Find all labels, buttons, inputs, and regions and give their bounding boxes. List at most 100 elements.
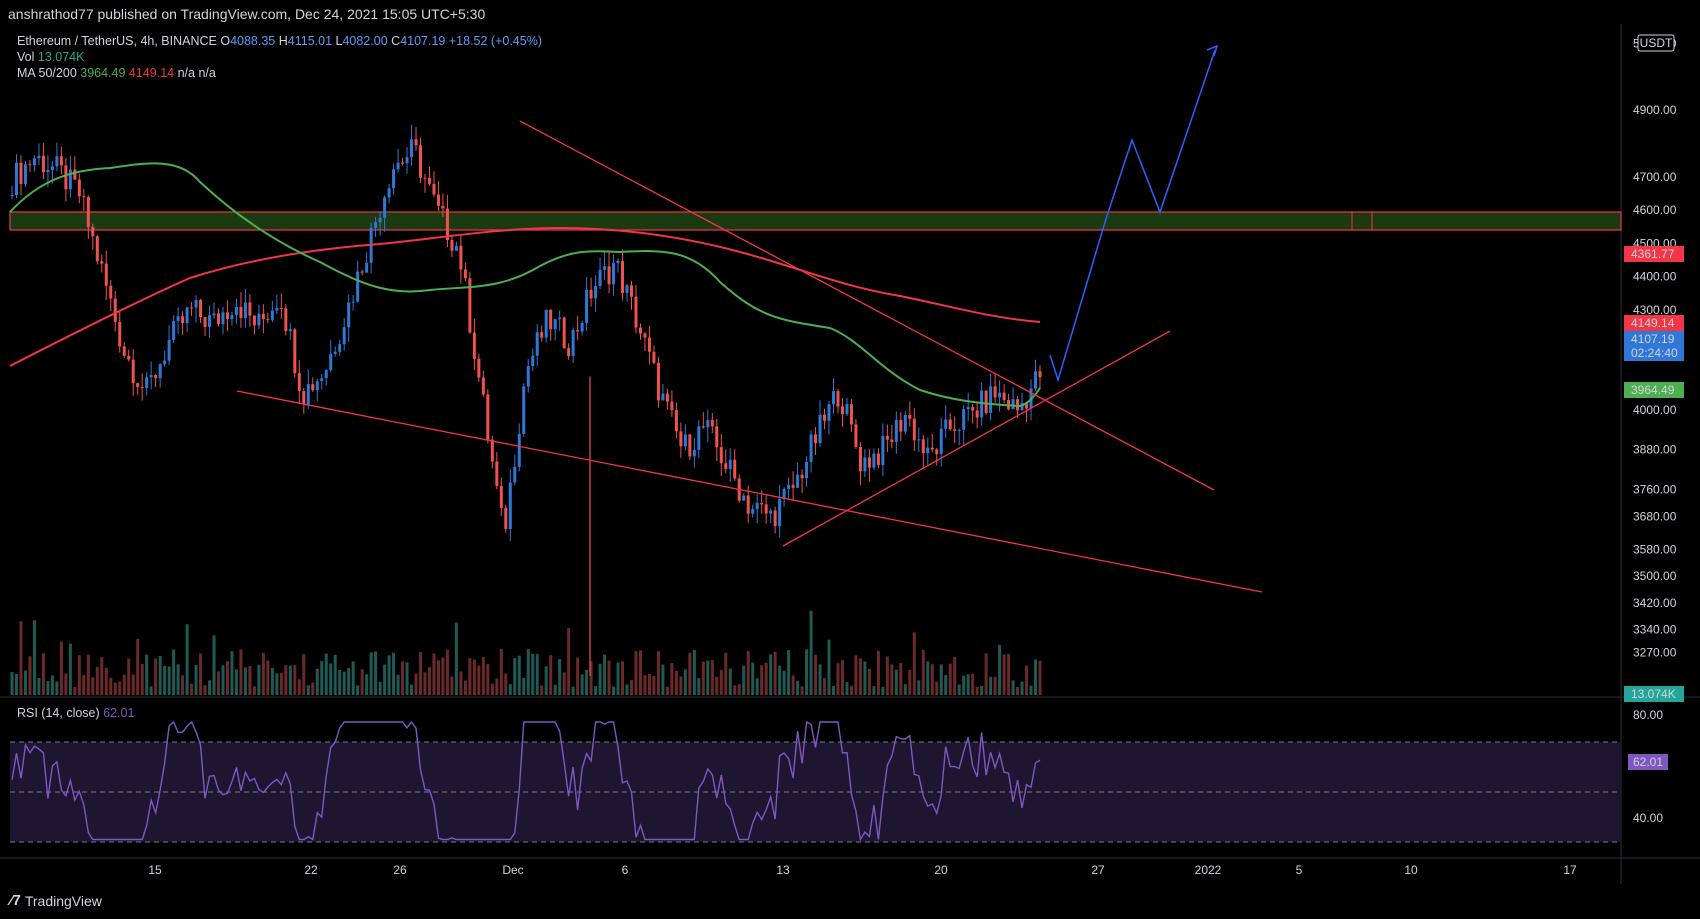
volume-bar [109,677,113,695]
candle-body [984,390,988,413]
volume-bar [571,686,575,695]
descending-trendline-upper[interactable] [519,120,1215,491]
symbol-title[interactable]: Ethereum / TetherUS, 4h, BINANCE [17,34,217,48]
volume-bar [212,635,216,695]
volume-bar [356,685,360,695]
volume-bar [118,681,122,695]
volume-bar [849,685,853,695]
candle-body [989,386,993,413]
forecast-path[interactable] [1049,49,1216,383]
candle-body [225,312,229,319]
candle-body [962,409,966,430]
time-axis[interactable]: 15 22 26 Dec 6 13 20 27 2022 5 10 17 [148,863,1577,877]
candle-body [1016,399,1020,411]
candle-body [477,358,481,378]
volume-bar [450,676,454,695]
candle-body [872,453,876,468]
rsi-label[interactable]: RSI (14, close) [17,706,100,720]
candle-body [549,309,553,330]
candle-body [1002,392,1006,401]
candle-body [769,510,773,514]
volume-bar [899,662,903,695]
volume-bar [805,649,809,695]
price-tick: 4300.00 [1633,303,1677,317]
candle-body [481,377,485,395]
volume-bar [351,661,355,695]
candle-body [311,384,315,391]
volume-bar [957,684,961,695]
volume-bar [867,668,871,695]
resistance-zone[interactable] [9,211,1622,231]
volume-bar [445,649,449,695]
candle-body [683,434,687,447]
candle-body [751,509,755,514]
time-tick: 15 [148,863,162,877]
volume-bar [652,675,656,695]
volume-bar [562,672,566,695]
volume-bar [68,643,72,695]
candle-body [971,407,975,411]
candle-body [104,263,108,286]
volume-bar [917,680,921,695]
candle-body [396,162,400,170]
volume-bar [634,651,638,695]
volume-bar [903,684,907,695]
candle-body [652,351,656,363]
volume-bar [670,663,674,695]
candle-body [306,384,310,405]
volume-bar [921,649,925,695]
candle-body [823,414,827,421]
volume-bar [683,669,687,695]
candle-body [742,495,746,501]
change-value: +18.52 (+0.45%) [448,34,542,48]
volume-bar [998,644,1002,695]
candle-body [603,266,607,270]
volume-bar [230,651,234,695]
candle-body [342,327,346,345]
rsi-value-label: 62.01 [1628,754,1668,770]
candle-body [243,302,247,318]
candle-body [82,196,86,198]
ascending-trendline[interactable] [782,330,1171,547]
volume-bar [832,685,836,695]
candle-body [1011,399,1015,410]
brand-text: TradingView [24,892,102,909]
time-tick: 26 [393,863,407,877]
volume-bar [378,681,382,695]
price-label-text: 13.074K [1631,687,1676,701]
currency-label[interactable]: USDT [1637,34,1675,52]
candlesticks [10,124,1042,676]
candle-body [661,393,665,401]
tradingview-logo[interactable]: ⁄7 TradingView [10,892,102,909]
rsi-value-text: 62.01 [1633,755,1663,769]
candle-body [333,351,337,354]
candle-body [903,415,907,432]
volume-bar [517,655,521,695]
volume-bar [823,677,827,695]
candle-body [392,169,396,189]
price-tick: 4400.00 [1633,270,1677,284]
candle-body [445,208,449,241]
volume-bar [275,673,279,695]
volume-label[interactable]: Vol [17,50,35,64]
volume-bar [383,664,387,695]
candle-body [787,484,791,489]
ma-label[interactable]: MA 50/200 [17,66,77,80]
candle-body [809,434,813,462]
volume-bar [369,652,373,695]
candle-body [208,315,212,327]
candle-body [203,317,207,327]
descending-trendline-lower[interactable] [236,390,1263,593]
volume-bar [392,652,396,695]
volume-bar [145,654,149,695]
time-tick: 6 [622,863,629,877]
candle-body [248,302,252,316]
volume-bar [692,649,696,695]
candle-body [499,485,503,508]
candle-body [894,419,898,442]
candle-body [495,461,499,486]
volume-bar [324,653,328,695]
volume-bar [504,673,508,695]
